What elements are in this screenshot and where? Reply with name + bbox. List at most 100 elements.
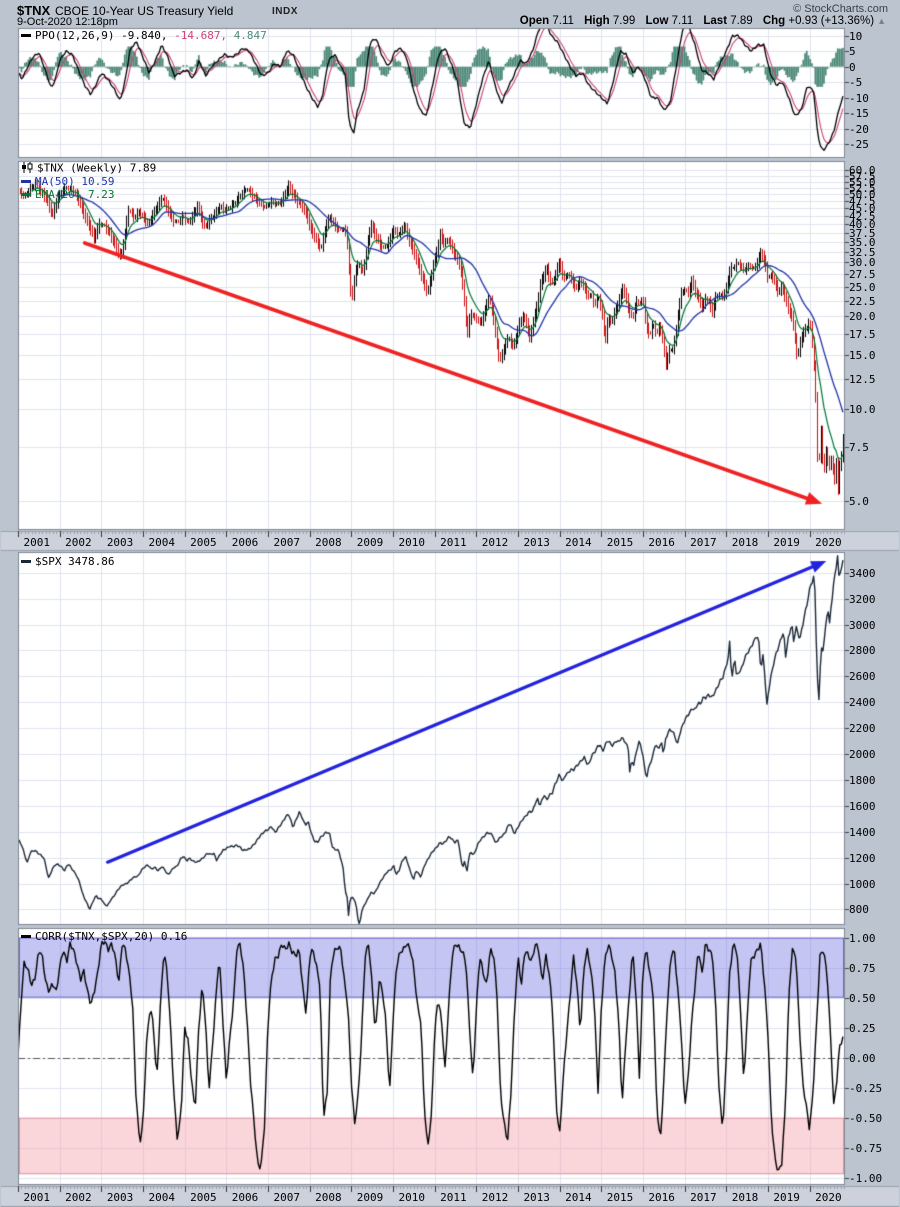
spx-line-swatch-icon: [21, 559, 31, 563]
x-axis-year-label: 2012: [481, 1191, 509, 1204]
ema20-line-swatch-icon: [21, 192, 31, 196]
x-axis-year-label: 2019: [773, 1191, 800, 1204]
x-axis-year-label: 2001: [23, 536, 50, 549]
ma50-legend-label: MA(50) 10.59: [35, 175, 115, 188]
y-axis-tick-label: -5: [849, 76, 863, 90]
y-axis-tick-label: 25.0: [849, 280, 876, 294]
corr-line-swatch-icon: [21, 934, 31, 938]
x-axis-year-label: 2004: [148, 1191, 175, 1204]
y-axis-tick-label: 1000: [849, 877, 876, 891]
y-axis-tick-label: 2000: [849, 748, 876, 762]
x-axis-year-label: 2019: [773, 536, 800, 549]
change-up-triangle-icon: ▲: [877, 16, 886, 26]
chart-datetime: 9-Oct-2020 12:18pm: [17, 16, 118, 28]
corr-legend: CORR($TNX,$SPX,20) 0.16: [21, 931, 187, 943]
y-axis-tick-label: 3400: [849, 566, 876, 580]
last-label: Last: [703, 15, 728, 27]
y-axis-tick-label: 57.5: [849, 169, 876, 183]
x-axis-year-label: 2008: [315, 1191, 342, 1204]
y-axis-tick-label: 5.0: [849, 494, 869, 508]
y-axis-tick-label: 7.5: [849, 440, 869, 454]
y-axis-tick-label: 0.25: [849, 1021, 876, 1035]
y-axis-tick-label: 10.0: [849, 402, 876, 416]
y-axis-tick-label: 0.75: [849, 961, 876, 975]
y-axis-tick-label: 1400: [849, 825, 876, 839]
x-axis-year-label: 2006: [231, 1191, 259, 1204]
ema20-legend: EMA(20) 7.23: [21, 189, 114, 201]
x-axis-year-label: 2013: [523, 1191, 550, 1204]
x-axis-year-label: 2011: [440, 536, 467, 549]
spx-legend-label: $SPX 3478.86: [35, 555, 115, 568]
x-axis-year-label: 2020: [815, 536, 842, 549]
x-axis-year-label: 2002: [65, 1191, 92, 1204]
y-axis-tick-label: 2600: [849, 670, 876, 684]
x-axis-year-label: 2006: [231, 536, 259, 549]
x-axis-year-label: 2014: [565, 536, 592, 549]
low-value: 7.11: [671, 15, 694, 27]
ema20-legend-label: EMA(20) 7.23: [35, 188, 115, 201]
y-axis-tick-label: 3200: [849, 592, 876, 606]
copyright: © StockCharts.com: [793, 3, 888, 15]
x-axis-year-label: 2017: [690, 1191, 717, 1204]
y-axis-tick-label: 37.5: [849, 226, 876, 240]
x-axis-year-label: 2002: [65, 536, 92, 549]
y-axis-tick-label: 40.0: [849, 218, 876, 231]
x-axis-year-label: 2010: [398, 1191, 425, 1204]
y-axis-tick-label: 30.0: [849, 256, 876, 270]
x-axis-year-label: 2015: [606, 1191, 634, 1204]
x-axis-year-label: 2001: [23, 1191, 50, 1204]
ma50-legend: MA(50) 10.59: [21, 176, 114, 188]
y-axis-tick-label: 17.5: [849, 328, 876, 342]
y-axis-tick-label: 0: [849, 60, 856, 74]
y-axis-tick-label: -15: [849, 107, 869, 121]
x-axis-year-label: 2003: [106, 536, 134, 549]
quote-line: Open 7.11 High 7.99 Low 7.11 Last 7.89 C…: [513, 15, 886, 27]
ticker-name: CBOE 10-Year US Treasury Yield: [55, 4, 234, 18]
y-axis-tick-label: 45.0: [849, 202, 876, 216]
x-axis-year-label: 2005: [190, 536, 217, 549]
x-axis-year-label: 2009: [356, 536, 384, 549]
x-axis-year-label: 2007: [273, 536, 300, 549]
y-axis-tick-label: 2200: [849, 722, 876, 736]
y-axis-tick-label: 2800: [849, 644, 876, 658]
x-axis-year-label: 2008: [315, 536, 342, 549]
y-axis-tick-label: 5: [849, 45, 856, 59]
y-axis-tick-label: -0.25: [849, 1081, 883, 1095]
y-axis-tick-label: 1.00: [849, 931, 876, 945]
x-axis-year-label: 2014: [565, 1191, 592, 1204]
spx-legend: $SPX 3478.86: [21, 556, 114, 568]
y-axis-tick-label: -10: [849, 91, 869, 105]
y-axis-tick-label: 20.0: [849, 310, 876, 324]
y-axis-tick-label: 0.50: [849, 991, 876, 1005]
y-axis-tick-label: 55.0: [849, 175, 876, 189]
y-axis-tick-label: 60.0: [849, 164, 876, 177]
ppo-legend: PPO(12,26,9) -9.840, -14.687, 4.847: [21, 30, 267, 42]
y-axis-tick-label: -25: [849, 138, 869, 152]
y-axis-tick-label: 47.5: [849, 195, 876, 209]
high-value: 7.99: [612, 15, 636, 27]
y-axis-tick-label: -0.50: [849, 1111, 883, 1125]
x-axis-year-label: 2005: [190, 1191, 217, 1204]
x-axis-year-label: 2009: [356, 1191, 384, 1204]
x-axis-year-label: 2016: [648, 536, 675, 549]
x-axis-year-label: 2018: [731, 536, 759, 549]
y-axis-tick-label: 0.00: [849, 1051, 876, 1065]
x-axis-year-label: 2018: [731, 1191, 759, 1204]
y-axis-tick-label: 32.5: [849, 245, 876, 259]
y-axis-tick-label: 35.0: [849, 235, 876, 249]
y-axis-tick-label: 1800: [849, 773, 876, 787]
y-axis-tick-label: 10: [849, 29, 863, 43]
x-axis-year-label: 2003: [106, 1191, 134, 1204]
y-axis-tick-label: 42.5: [849, 209, 876, 223]
y-axis-tick-label: 3000: [849, 618, 876, 632]
last-value: 7.89: [730, 15, 753, 27]
open-label: Open: [519, 15, 550, 27]
y-axis-tick-label: 50.0: [849, 188, 876, 202]
y-axis-tick-label: 22.5: [849, 294, 876, 308]
x-axis-year-label: 2015: [606, 536, 634, 549]
y-axis-tick-label: 15.0: [849, 348, 876, 362]
x-axis-year-label: 2007: [273, 1191, 300, 1204]
y-axis-tick-label: 12.5: [849, 372, 876, 386]
low-label: Low: [645, 15, 669, 27]
